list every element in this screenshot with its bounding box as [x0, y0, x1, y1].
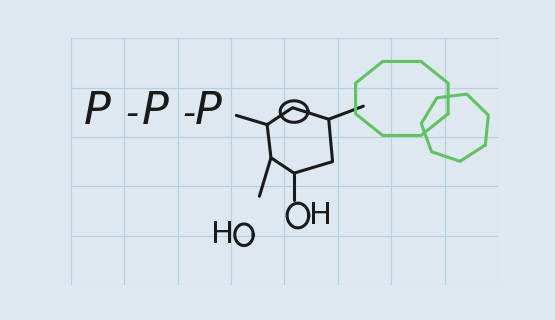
Text: -: - — [182, 97, 195, 131]
Text: P: P — [194, 90, 221, 133]
Text: -: - — [126, 97, 139, 131]
Text: P: P — [84, 90, 111, 133]
Text: P: P — [142, 90, 169, 133]
Text: H: H — [211, 220, 234, 249]
Text: H: H — [309, 201, 332, 230]
